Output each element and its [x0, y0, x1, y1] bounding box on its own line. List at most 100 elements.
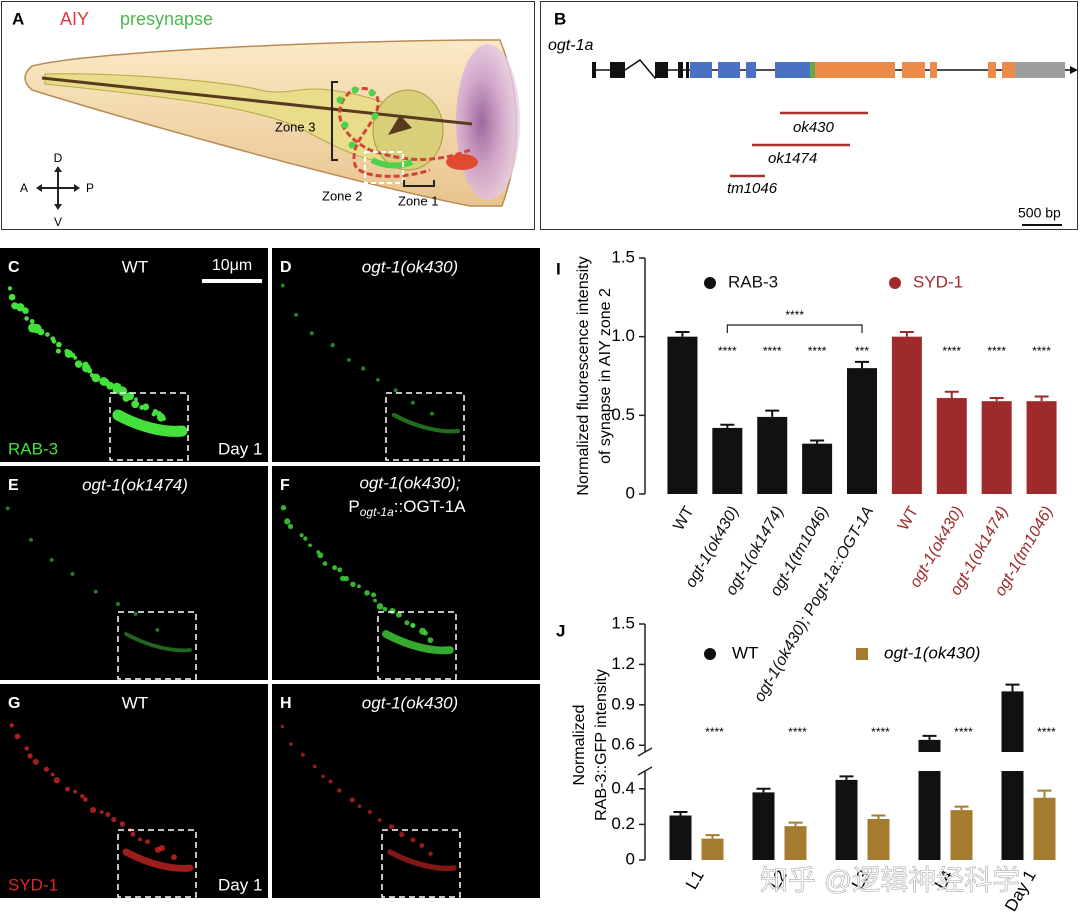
bar — [936, 398, 967, 494]
puncta — [300, 752, 305, 757]
y-axis-label: Normalized fluorescence intensity — [575, 256, 592, 495]
puncta — [289, 742, 293, 746]
error-bar — [705, 834, 720, 839]
coding-exons-blue — [690, 62, 810, 78]
puncta — [45, 332, 50, 337]
charts: I Normalized fluorescence intensity of syn… — [556, 247, 1057, 914]
puncta — [299, 533, 304, 538]
error-bar — [899, 330, 914, 337]
y-tick-label: 1.5 — [611, 247, 635, 266]
zone-2-signal — [122, 848, 194, 872]
puncta — [70, 571, 75, 576]
x-tick-label: L1 — [682, 867, 708, 893]
puncta — [364, 590, 370, 596]
axis-break — [637, 747, 653, 776]
puncta — [74, 360, 83, 368]
puncta — [382, 606, 388, 612]
puncta — [91, 373, 101, 383]
y-tick-label: 0 — [626, 849, 635, 868]
puncta — [111, 817, 117, 823]
puncta — [280, 504, 287, 511]
puncta — [134, 397, 138, 402]
puncta — [427, 637, 434, 644]
puncta — [27, 753, 33, 759]
puncta — [130, 831, 136, 837]
error-bar — [954, 805, 969, 811]
puncta — [93, 589, 98, 594]
puncta — [309, 331, 314, 336]
error-bar — [839, 775, 854, 780]
panel-title: ogt-1(ok430) — [362, 257, 458, 276]
scale-bar-label: 10μm — [212, 257, 252, 274]
zone-2-box — [364, 151, 404, 184]
puncta — [24, 316, 29, 321]
puncta — [371, 592, 377, 598]
panel-label: B — [554, 9, 566, 28]
puncta — [117, 386, 128, 396]
puncta — [404, 620, 410, 626]
significance: **** — [808, 344, 827, 358]
zone-1-bracket — [403, 180, 435, 187]
puncta — [280, 724, 285, 729]
error-bar — [720, 423, 735, 428]
puncta — [53, 777, 61, 784]
panel-border — [1, 1, 535, 230]
bar — [757, 416, 788, 494]
puncta — [308, 543, 312, 548]
panel-title: ogt-1(ok430) — [362, 693, 458, 712]
puncta — [50, 772, 55, 777]
puncta — [8, 293, 16, 301]
significance: **** — [788, 725, 807, 739]
gene-name: ogt-1a — [548, 37, 593, 54]
error-bar — [1037, 789, 1052, 798]
puncta — [410, 400, 415, 405]
panel-title: ogt-1(ok1474) — [82, 475, 188, 494]
zone-2-box — [385, 392, 465, 461]
puncta — [29, 319, 35, 324]
puncta — [83, 797, 88, 802]
puncta — [360, 366, 366, 371]
puncta — [55, 348, 61, 354]
panel-label: D — [280, 259, 292, 276]
puncta — [322, 561, 328, 566]
y-axis-label: of synapse in AIY zone 2 — [597, 288, 614, 464]
bar — [701, 838, 724, 860]
error-bar — [989, 397, 1004, 402]
coding-exons-orange — [815, 62, 1015, 78]
error-bar — [756, 787, 771, 793]
watermark: 知乎 @逻辑神经科学 — [760, 864, 1020, 895]
puncta — [428, 851, 433, 856]
legend-marker — [704, 277, 716, 289]
error-bar — [871, 814, 886, 820]
y-tick-label: 0.4 — [611, 778, 635, 797]
panel-label: I — [556, 259, 561, 278]
puncta — [119, 821, 126, 827]
panel-label: E — [8, 477, 19, 494]
comparison-label: **** — [785, 308, 804, 322]
legend-presynapse: presynapse — [120, 9, 213, 29]
micrograph — [272, 248, 540, 462]
zone-2-box — [109, 392, 189, 461]
bar — [1001, 691, 1024, 860]
puncta — [133, 611, 138, 616]
puncta — [337, 788, 342, 793]
puncta — [312, 764, 317, 769]
puncta — [125, 391, 134, 401]
puncta — [411, 623, 416, 628]
puncta — [24, 746, 30, 751]
panel-label: G — [8, 695, 20, 712]
y-tick-label: 1.0 — [611, 326, 635, 345]
x-tick-label: WT — [895, 503, 922, 533]
puncta — [65, 786, 70, 792]
puncta — [367, 810, 372, 815]
aiy-neuron — [338, 87, 471, 178]
bar — [669, 815, 692, 860]
bar — [918, 739, 941, 860]
puncta — [393, 388, 398, 393]
puncta — [73, 789, 78, 794]
puncta — [51, 339, 57, 344]
puncta — [14, 733, 21, 740]
y-tick-label: 0.2 — [611, 814, 635, 833]
significance: **** — [1037, 725, 1056, 739]
